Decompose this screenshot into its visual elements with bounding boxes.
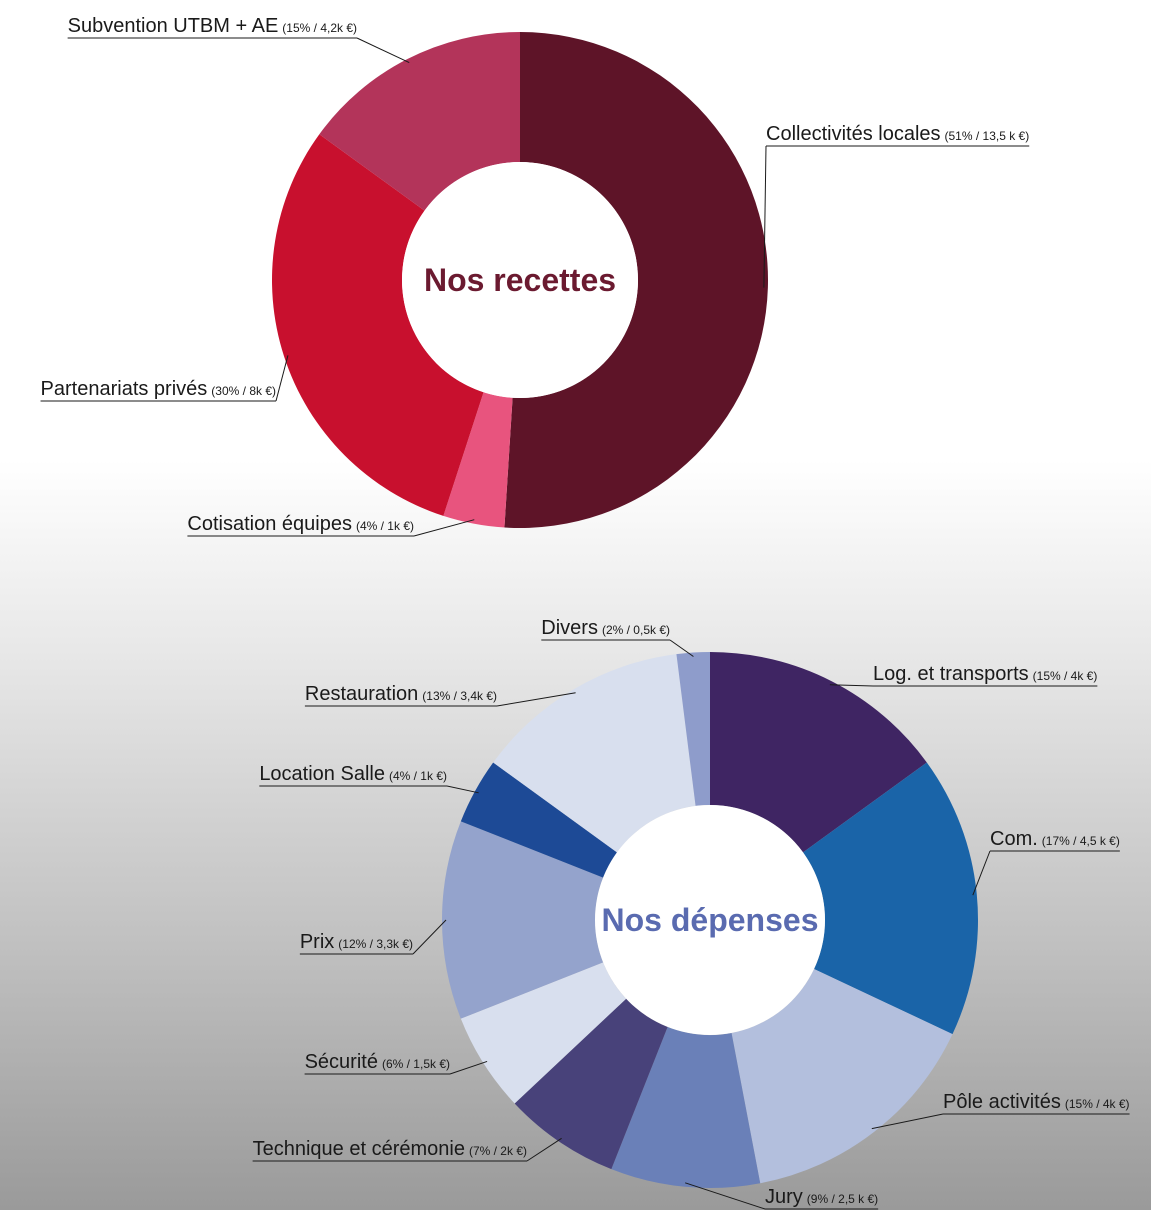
slice-name: Cotisation équipes [187,513,352,535]
slice-name: Prix [300,931,334,953]
slice-name: Divers [541,617,598,639]
slice-name: Collectivités locales [766,123,941,145]
slice-name: Technique et cérémonie [253,1138,465,1160]
slice-label: Com. (17% / 4,5 k €) [990,828,1120,850]
slice-label: Restauration (13% / 3,4k €) [305,683,497,705]
slice-value-label: (6% / 1,5k €) [382,1057,450,1071]
chart: Collectivités locales (51% / 13,5 k €) Cot… [0,0,1151,1210]
slice-value-label: (30% / 8k €) [211,384,276,398]
slice-name: Jury [765,1186,803,1208]
slice-name: Pôle activités [943,1091,1061,1113]
slice-name: Log. et transports [873,663,1029,685]
leader-line [413,920,446,954]
leader-line [527,1138,562,1161]
slice-value-label: (51% / 13,5 k €) [945,129,1030,143]
leader-line [357,38,409,63]
leader-line [973,851,990,895]
slice-value-label: (13% / 3,4k €) [422,689,497,703]
slice-label: Subvention UTBM + AE(15% / 4,2k €) [68,15,357,37]
slice-label: Divers (2% / 0,5k €) [541,617,670,639]
leader-line [447,786,479,793]
slice-name: Sécurité [305,1051,378,1073]
slice-label: Sécurité (6% / 1,5k €) [305,1051,450,1073]
slice-name: Com. [990,828,1038,850]
slice-label: Collectivités locales (51% / 13,5 k €) [766,123,1029,145]
slice-label: Pôle activités (15% / 4k €) [943,1091,1130,1113]
slice-name: Restauration [305,683,418,705]
slice-value-label: (12% / 3,3k €) [338,937,413,951]
slice-name: Subvention UTBM + AE [68,15,279,37]
slice-value-label: (9% / 2,5 k €) [807,1192,878,1206]
slice-label: Jury (9% / 2,5 k €) [765,1186,878,1208]
slice-label: Location Salle (4% / 1k €) [259,763,447,785]
slice-label: Prix (12% / 3,3k €) [300,931,413,953]
slice-value-label: (2% / 0,5k €) [602,623,670,637]
leader-line [276,355,288,401]
slice-label: Technique et cérémonie (7% / 2k €) [253,1138,527,1160]
slice-value-label: (15% / 4k €) [1033,669,1098,683]
slice-value-label: (15% / 4,2k €) [282,21,357,35]
slice-label: Cotisation équipes (4% / 1k €) [187,513,414,535]
slice-value-label: (17% / 4,5 k €) [1042,834,1120,848]
slice-value-label: (4% / 1k €) [356,519,414,533]
center-title: Nos dépenses [602,902,819,938]
slice-value-label: (4% / 1k €) [389,769,447,783]
slice-name: Partenariats privés [41,378,208,400]
slice-label: Partenariats privés(30% / 8k €) [41,378,276,400]
leader-line [450,1061,487,1074]
slice-name: Location Salle [259,763,385,785]
slice-value-label: (7% / 2k €) [469,1144,527,1158]
center-title: Nos recettes [424,262,616,298]
slice-value-label: (15% / 4k €) [1065,1097,1130,1111]
leader-line [414,520,474,536]
slice-label: Log. et transports (15% / 4k €) [873,663,1097,685]
